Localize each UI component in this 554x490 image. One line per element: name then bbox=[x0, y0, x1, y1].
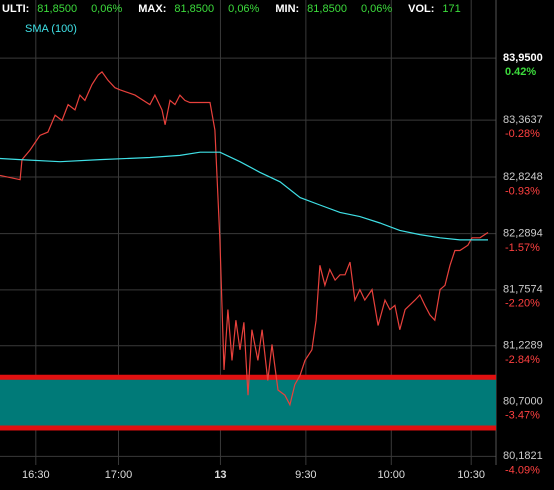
header-change: 0,06% bbox=[361, 3, 392, 15]
x-tick-label: 9:30 bbox=[295, 469, 316, 481]
header-label: MIN: bbox=[275, 3, 299, 15]
y-tick-label: 81,2289 bbox=[503, 340, 543, 352]
header-change: 0,06% bbox=[228, 3, 259, 15]
y2-tick-label: -2.20% bbox=[505, 298, 540, 310]
header-value: 81,8500 bbox=[37, 3, 77, 15]
series-line bbox=[0, 71, 489, 407]
y2-tick-label: 0.42% bbox=[505, 66, 536, 78]
y2-tick-label: -2.84% bbox=[505, 354, 540, 366]
y-tick-label: 81,7574 bbox=[503, 284, 543, 296]
header-value: 171 bbox=[442, 3, 460, 15]
x-tick-label: 13 bbox=[214, 469, 226, 481]
x-tick-label: 10:30 bbox=[457, 469, 485, 481]
header-label: VOL: bbox=[408, 3, 434, 15]
header-value: 81,8500 bbox=[174, 3, 214, 15]
y-tick-label: 82,2894 bbox=[503, 228, 543, 240]
y-tick-label: 80,7000 bbox=[503, 395, 543, 407]
header-label: MAX: bbox=[138, 3, 166, 15]
y-tick-label: 82,8248 bbox=[503, 171, 543, 183]
y2-tick-label: -3.47% bbox=[505, 410, 540, 422]
header-value: 81,8500 bbox=[307, 3, 347, 15]
y2-tick-label: -0.28% bbox=[505, 128, 540, 140]
x-tick-label: 10:00 bbox=[378, 469, 406, 481]
header-label: ULTI: bbox=[2, 3, 29, 15]
x-tick-label: 16:30 bbox=[22, 469, 50, 481]
y2-tick-label: -4.09% bbox=[505, 465, 540, 477]
y-tick-label: 83,9500 bbox=[503, 52, 543, 64]
x-tick-label: 17:00 bbox=[105, 469, 133, 481]
header-change: 0,06% bbox=[91, 3, 122, 15]
y2-tick-label: -1.57% bbox=[505, 242, 540, 254]
legend-entry: SMA (100) bbox=[25, 23, 77, 35]
series-line bbox=[0, 151, 488, 241]
y-tick-label: 83,3637 bbox=[503, 114, 543, 126]
y2-tick-label: -0.93% bbox=[505, 185, 540, 197]
y-tick-label: 80,1821 bbox=[503, 450, 543, 462]
